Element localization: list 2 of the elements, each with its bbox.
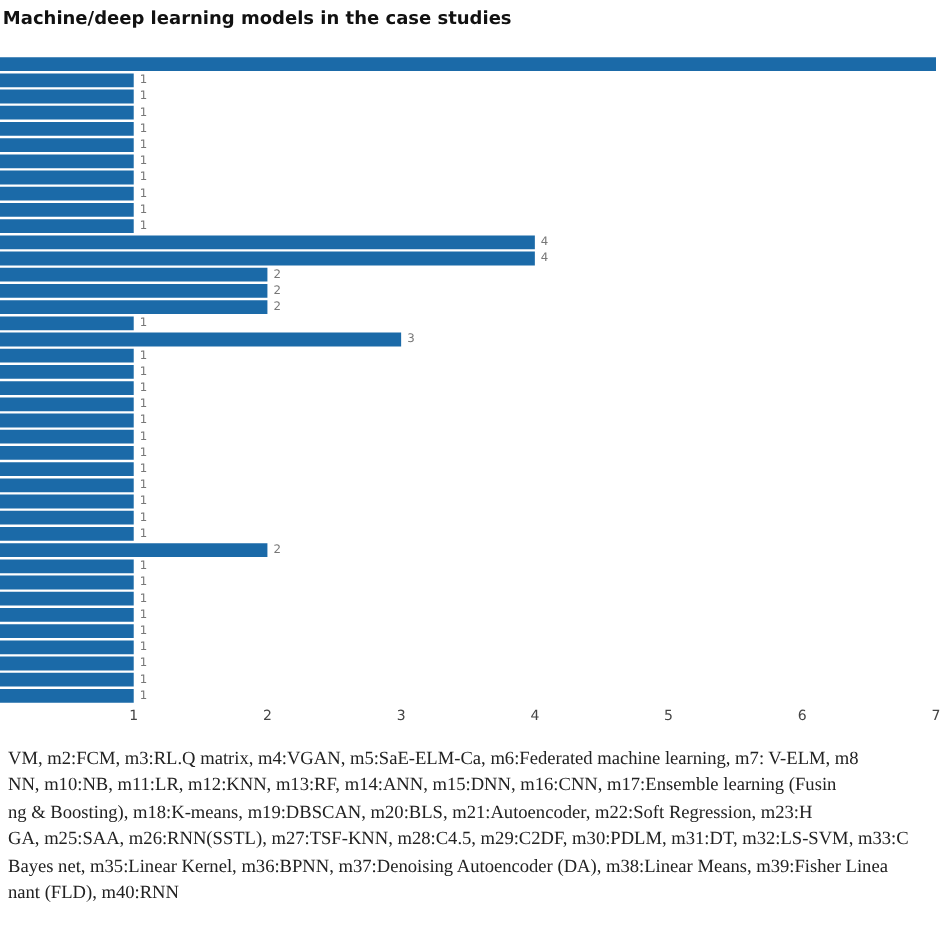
text: VM, m2:FCM, m3:RL.Q matrix, m4:VGAN, m5:SaE-ELM-Ca, m6:Federated machine learning, m7: V-ELM, m8 NN, m10:NB, m11:LR, m12:KNN, m13:RF, m14:ANN, m15:DNN, m16:CNN, m17:Ensemble learning (Fusin ng & Boosting), m18:K-means, m19:DBSCAN, m20:BLS, m21:Autoencoder, m22:Soft Regression, m23:H GA, m25:SAA, m26:RNN(SSTL), m27:TSF-KNN, m28:C4.5, m29:C2DF, m30:PDLM, m31:DT, m32:LS-SVM, m33:C Bayes net, m35:Linear Kernel, m36:BPNN, m37:Denoising Autoencoder (DA), m38:Linear Means, m39:Fisher Linea nant (FLD), m40:RNN	[8, 748, 911, 909]
chart-title: Machine/deep learning models in the case studies	[2, 9, 512, 30]
